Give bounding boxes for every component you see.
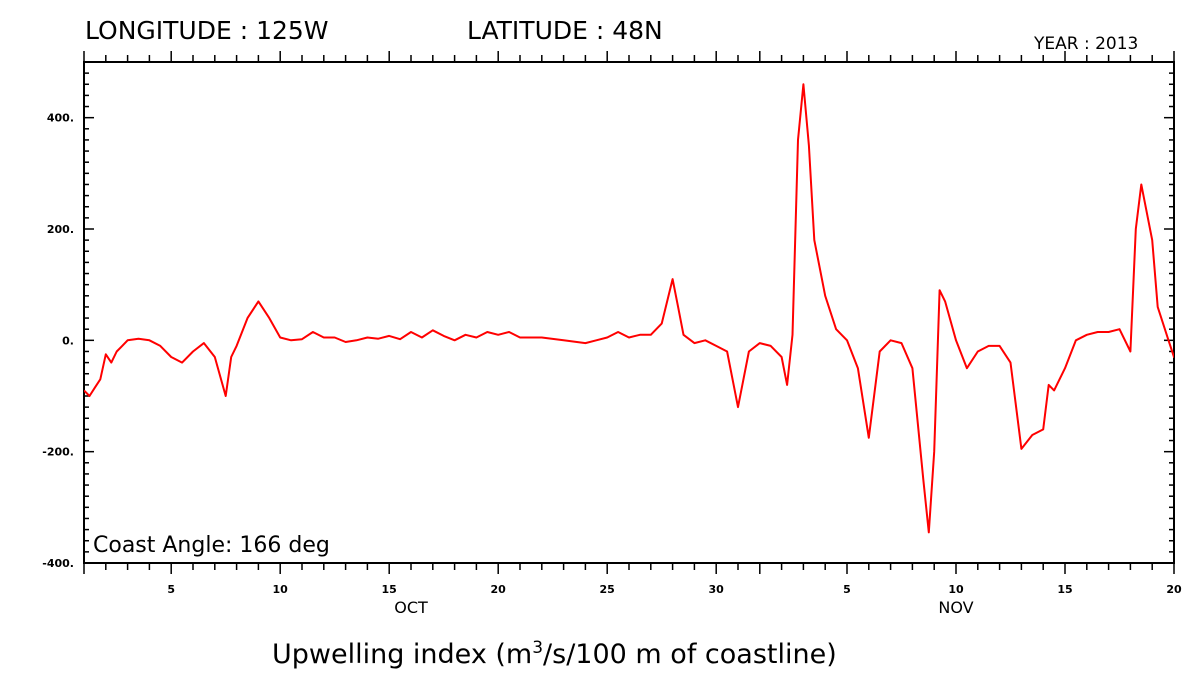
x-tick-label: 20 bbox=[491, 583, 507, 596]
y-tick-label: 400. bbox=[47, 112, 74, 125]
y-tick-label: -400. bbox=[42, 557, 74, 570]
x-tick-label: 15 bbox=[382, 583, 397, 596]
month-label: OCT bbox=[394, 598, 428, 617]
axis-caption: Upwelling index (m3/s/100 m of coastline… bbox=[272, 638, 837, 670]
coast-angle-note: Coast Angle: 166 deg bbox=[93, 533, 330, 558]
caption-superscript: 3 bbox=[532, 638, 544, 658]
longitude-label: LONGITUDE : 125W bbox=[85, 16, 329, 45]
x-tick-label: 5 bbox=[167, 583, 175, 596]
y-tick-label: -200. bbox=[42, 446, 74, 459]
month-label: NOV bbox=[938, 598, 973, 617]
x-tick-label: 5 bbox=[843, 583, 851, 596]
y-tick-label: 0. bbox=[62, 334, 74, 347]
series-layer bbox=[84, 83, 1174, 534]
x-tick-label: 10 bbox=[273, 583, 289, 596]
y-tick-label: 200. bbox=[47, 223, 74, 236]
x-tick-label: 20 bbox=[1166, 583, 1182, 596]
plot-border bbox=[83, 61, 1175, 564]
x-tick-label: 30 bbox=[709, 583, 725, 596]
x-tick-label: 15 bbox=[1057, 583, 1072, 596]
plot-frame bbox=[83, 61, 1175, 564]
y-axis: 400. 200. 0. -200. -400. bbox=[42, 61, 1174, 570]
series-line bbox=[84, 83, 1174, 534]
x-axis: 5 10 15 20 25 30 5 10 15 20 OCT NOV bbox=[83, 51, 1182, 617]
caption-prefix: Upwelling index (m bbox=[272, 639, 533, 670]
x-tick-label: 10 bbox=[948, 583, 964, 596]
caption-suffix: /s/100 m of coastline) bbox=[543, 639, 837, 670]
latitude-label: LATITUDE : 48N bbox=[467, 16, 663, 45]
year-label: YEAR : 2013 bbox=[1034, 34, 1139, 54]
x-tick-label: 25 bbox=[600, 583, 615, 596]
